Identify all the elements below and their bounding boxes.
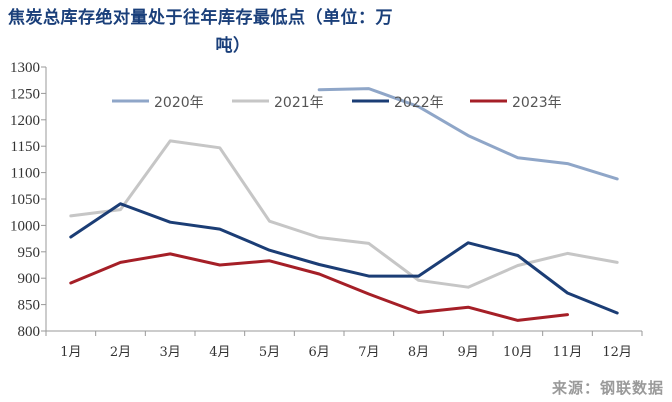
y-tick-label: 800 xyxy=(18,324,41,340)
data-point-2023年 xyxy=(119,261,122,264)
data-point-2022年 xyxy=(218,228,221,231)
data-point-2023年 xyxy=(417,311,420,314)
legend-label-2020年: 2020年 xyxy=(154,95,204,111)
data-point-2022年 xyxy=(318,263,321,266)
series-line-2021年 xyxy=(69,139,619,289)
x-tick-label: 2月 xyxy=(110,345,131,360)
x-tick-label: 7月 xyxy=(358,345,379,360)
data-point-2020年 xyxy=(516,156,519,159)
data-point-2023年 xyxy=(268,259,271,262)
x-tick-label: 4月 xyxy=(209,345,230,360)
data-point-2020年 xyxy=(367,87,370,90)
chart-title: 焦炭总库存绝对量处于往年库存最低点（单位：万 吨） xyxy=(8,4,528,60)
x-tick-label: 12月 xyxy=(602,345,632,360)
y-tick-label: 1300 xyxy=(10,60,40,76)
legend-label-2021年: 2021年 xyxy=(274,95,324,111)
x-tick-label: 5月 xyxy=(259,345,280,360)
data-point-2021年 xyxy=(218,146,221,149)
data-point-2020年 xyxy=(566,162,569,165)
y-tick-label: 950 xyxy=(18,245,41,261)
data-point-2022年 xyxy=(119,202,122,205)
y-tick-label: 900 xyxy=(18,271,41,287)
data-point-2021年 xyxy=(467,286,470,289)
x-tick-label: 8月 xyxy=(408,345,429,360)
legend-label-2023年: 2023年 xyxy=(512,95,562,111)
data-point-2020年 xyxy=(318,88,321,91)
chart-title-line1: 焦炭总库存绝对量处于往年库存最低点（单位：万 xyxy=(8,8,393,28)
data-point-2021年 xyxy=(516,264,519,267)
data-point-2022年 xyxy=(69,236,72,239)
data-point-2023年 xyxy=(218,264,221,267)
data-point-2022年 xyxy=(367,275,370,278)
legend-label-2022年: 2022年 xyxy=(394,95,444,111)
y-tick-label: 1000 xyxy=(10,218,40,234)
data-point-2022年 xyxy=(467,241,470,244)
data-point-2023年 xyxy=(367,293,370,296)
data-point-2023年 xyxy=(566,313,569,316)
x-tick-label: 10月 xyxy=(503,345,533,360)
x-tick-label: 3月 xyxy=(160,345,181,360)
series-line-2023年 xyxy=(69,252,569,322)
series-line-2020年 xyxy=(317,87,619,181)
data-point-2020年 xyxy=(467,134,470,137)
y-tick-label: 1150 xyxy=(11,139,40,155)
data-point-2022年 xyxy=(268,249,271,252)
y-tick-label: 1250 xyxy=(10,86,40,102)
data-point-2021年 xyxy=(69,214,72,217)
data-point-2021年 xyxy=(616,261,619,264)
y-tick-label: 1050 xyxy=(10,192,40,208)
data-point-2021年 xyxy=(367,242,370,245)
data-point-2022年 xyxy=(169,221,172,224)
y-tick-label: 1200 xyxy=(10,113,40,129)
y-tick-label: 1100 xyxy=(11,166,40,182)
data-point-2021年 xyxy=(417,279,420,282)
data-point-2023年 xyxy=(318,272,321,275)
y-tick-label: 850 xyxy=(18,298,41,314)
x-tick-label: 9月 xyxy=(458,345,479,360)
data-point-2021年 xyxy=(169,139,172,142)
x-tick-label: 1月 xyxy=(60,345,81,360)
data-point-2021年 xyxy=(119,208,122,211)
data-point-2021年 xyxy=(566,252,569,255)
data-point-2020年 xyxy=(616,177,619,180)
data-point-2023年 xyxy=(69,281,72,284)
series-line-2022年 xyxy=(69,202,619,315)
data-point-2022年 xyxy=(417,275,420,278)
chart-title-line2: 吨） xyxy=(215,36,251,56)
data-point-2023年 xyxy=(467,306,470,309)
data-point-2021年 xyxy=(268,220,271,223)
data-point-2023年 xyxy=(516,319,519,322)
x-tick-label: 6月 xyxy=(309,345,330,360)
x-tick-label: 11月 xyxy=(553,345,583,360)
data-point-2022年 xyxy=(616,312,619,315)
data-point-2023年 xyxy=(169,252,172,255)
data-point-2021年 xyxy=(318,236,321,239)
data-point-2022年 xyxy=(516,254,519,257)
data-point-2022年 xyxy=(566,291,569,294)
source-note: 来源：钢联数据 xyxy=(551,379,664,397)
